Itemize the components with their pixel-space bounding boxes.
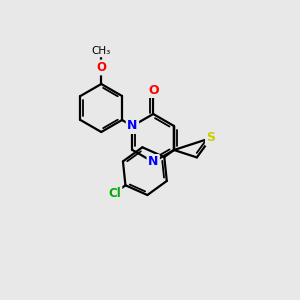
Text: Cl: Cl xyxy=(108,187,121,200)
Text: N: N xyxy=(148,155,158,169)
Text: O: O xyxy=(148,83,158,97)
Text: S: S xyxy=(206,131,215,145)
Text: CH₃: CH₃ xyxy=(92,46,111,56)
Text: O: O xyxy=(96,61,106,74)
Text: N: N xyxy=(127,119,138,133)
